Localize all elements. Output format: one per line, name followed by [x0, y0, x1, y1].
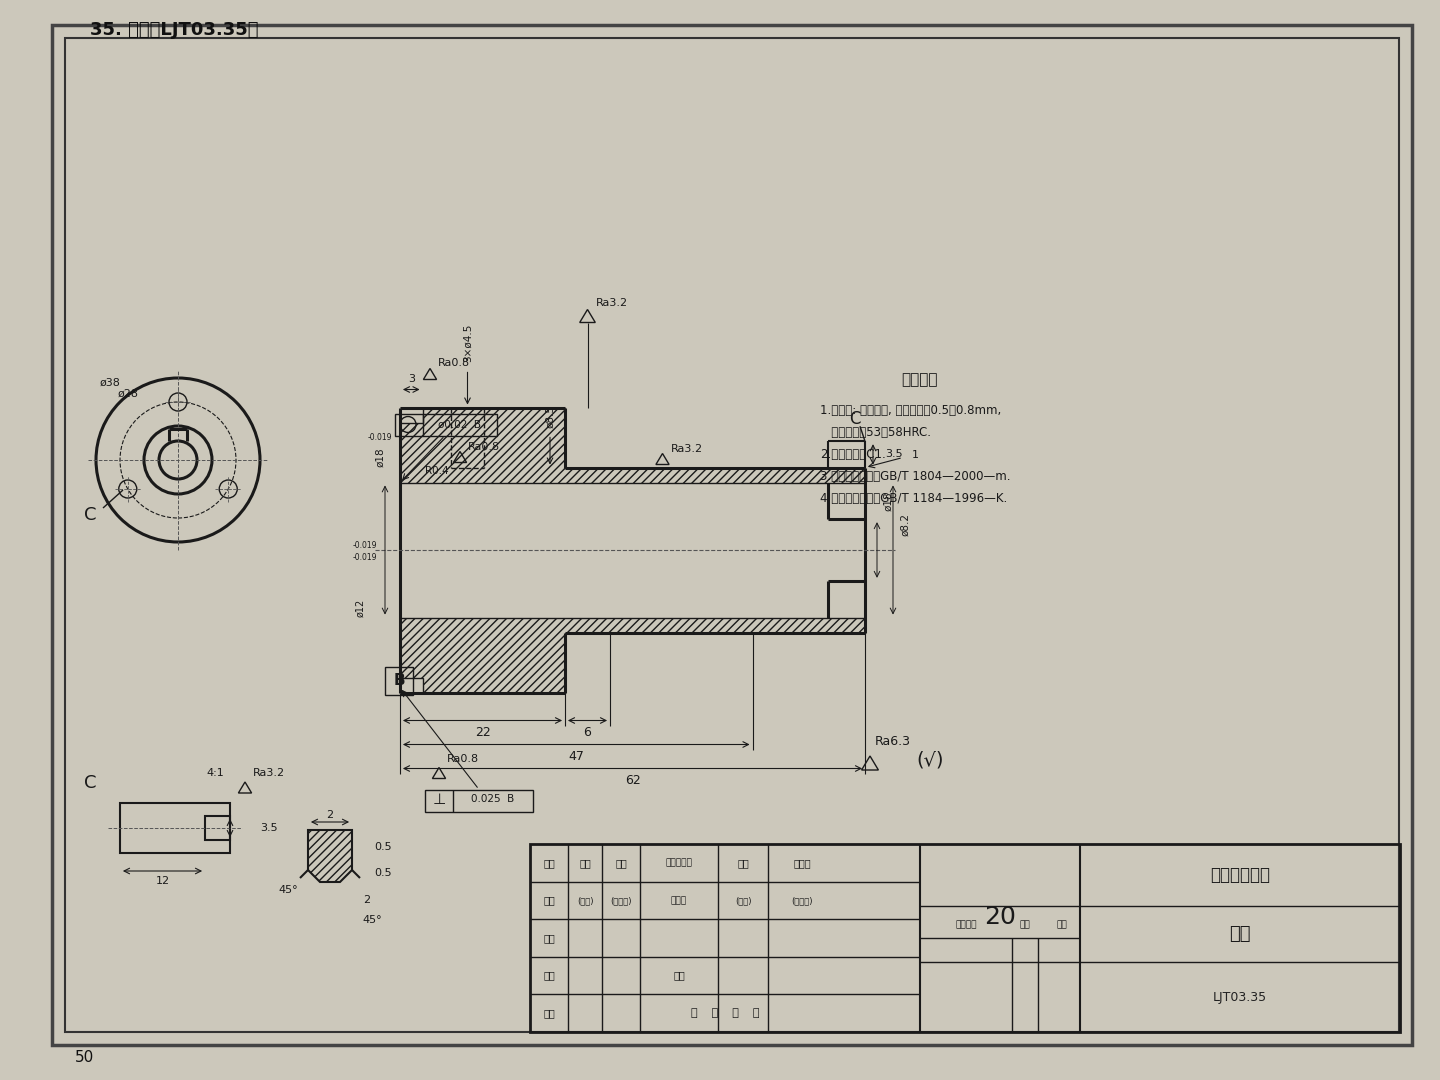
- Text: Ra3.2: Ra3.2: [253, 768, 285, 778]
- Text: (√): (√): [916, 751, 943, 769]
- Text: 签名: 签名: [737, 858, 749, 868]
- Text: 3.未注尺寸公差按GB/T 1804—2000—m.: 3.未注尺寸公差按GB/T 1804—2000—m.: [819, 470, 1011, 483]
- Text: 6: 6: [583, 726, 592, 739]
- Text: Ra0.8: Ra0.8: [468, 442, 500, 451]
- Text: 35. 套筒（LJT03.35）: 35. 套筒（LJT03.35）: [89, 21, 259, 39]
- Text: 标记: 标记: [543, 858, 554, 868]
- Text: Ra6.3: Ra6.3: [876, 735, 912, 748]
- Text: 制图: 制图: [543, 933, 554, 943]
- Text: 分区: 分区: [615, 858, 626, 868]
- Bar: [425, 789, 533, 811]
- Text: ø0.02  B: ø0.02 B: [438, 419, 481, 430]
- Text: 处数: 处数: [579, 858, 590, 868]
- Text: 50: 50: [75, 1051, 94, 1066]
- Bar: [395, 414, 497, 435]
- Text: 62: 62: [625, 774, 641, 787]
- Text: ø8.2: ø8.2: [900, 513, 910, 536]
- Bar: [120, 804, 230, 853]
- Text: Ra0.8: Ra0.8: [446, 754, 480, 764]
- Text: 12: 12: [156, 876, 170, 886]
- Text: 淬火硬度为53～58HRC.: 淬火硬度为53～58HRC.: [819, 426, 932, 438]
- Text: LJT03.35: LJT03.35: [1212, 990, 1267, 1003]
- Text: 0.5: 0.5: [374, 842, 392, 852]
- Text: 45°: 45°: [278, 885, 298, 895]
- Text: 2: 2: [363, 895, 370, 905]
- Text: -0.019: -0.019: [367, 433, 392, 442]
- Text: 技术要求: 技术要求: [901, 373, 939, 388]
- Bar: [204, 816, 230, 840]
- Text: C: C: [850, 410, 861, 429]
- Text: (年月日): (年月日): [611, 896, 632, 905]
- Text: 合肥工业大学: 合肥工业大学: [1210, 866, 1270, 885]
- Text: 1.热处理: 渗碳淬火, 渗碳深度为0.5～0.8mm,: 1.热处理: 渗碳淬火, 渗碳深度为0.5～0.8mm,: [819, 404, 1001, 417]
- Text: 45°: 45°: [363, 915, 382, 924]
- Text: 3.5: 3.5: [886, 449, 903, 459]
- Text: Ra3.2: Ra3.2: [596, 297, 628, 308]
- Text: 设计: 设计: [543, 895, 554, 905]
- Text: 审核: 审核: [543, 971, 554, 981]
- Text: 质量: 质量: [1020, 920, 1031, 929]
- Text: 批准: 批准: [672, 971, 685, 981]
- Text: 年月日: 年月日: [793, 858, 811, 868]
- Text: 套筒: 套筒: [1230, 926, 1251, 943]
- Text: 0.025  B: 0.025 B: [471, 795, 514, 805]
- Text: ⊥: ⊥: [432, 792, 445, 807]
- Text: 标准化: 标准化: [671, 896, 687, 905]
- Text: 比例: 比例: [1057, 920, 1067, 929]
- Text: C: C: [84, 507, 96, 524]
- Text: Ra0.8: Ra0.8: [438, 359, 469, 368]
- Text: 2.未注倒角为C1.: 2.未注倒角为C1.: [819, 447, 886, 460]
- Text: ø18: ø18: [883, 491, 893, 511]
- Text: 阶段标记: 阶段标记: [955, 920, 976, 929]
- Text: 工艺: 工艺: [543, 1009, 554, 1018]
- Text: ø18: ø18: [374, 448, 384, 468]
- Text: 20: 20: [984, 905, 1017, 929]
- Text: Ra3.2: Ra3.2: [671, 444, 703, 454]
- Bar: [384, 666, 413, 694]
- Text: 3×ø4.5: 3×ø4.5: [462, 324, 472, 363]
- Text: (签名): (签名): [734, 896, 752, 905]
- Bar: [530, 843, 1400, 1032]
- Text: ø8.5: ø8.5: [544, 405, 554, 428]
- Text: ø38: ø38: [99, 378, 121, 388]
- Text: 2: 2: [327, 810, 334, 820]
- Text: 共    张    第    张: 共 张 第 张: [691, 1009, 759, 1018]
- Text: 22: 22: [475, 726, 491, 739]
- Text: ø28: ø28: [118, 389, 138, 399]
- Text: -0.019: -0.019: [353, 540, 377, 550]
- Text: 47: 47: [569, 750, 585, 762]
- Text: C: C: [84, 774, 96, 792]
- Text: (年月日): (年月日): [791, 896, 812, 905]
- Text: 3: 3: [408, 375, 415, 384]
- Text: ø12: ø12: [356, 598, 364, 617]
- Text: 3.5: 3.5: [261, 823, 278, 833]
- Text: (签名): (签名): [577, 896, 593, 905]
- Text: 4:1: 4:1: [206, 768, 223, 778]
- Text: 更改文件号: 更改文件号: [665, 859, 693, 867]
- Text: 1: 1: [912, 450, 919, 460]
- Text: R0.4: R0.4: [425, 465, 449, 475]
- Text: -0.019: -0.019: [353, 553, 377, 563]
- Text: B: B: [393, 673, 405, 688]
- Text: 0.5: 0.5: [374, 868, 392, 878]
- Text: 4.未注几何公差按GB/T 1184—1996—K.: 4.未注几何公差按GB/T 1184—1996—K.: [819, 491, 1007, 504]
